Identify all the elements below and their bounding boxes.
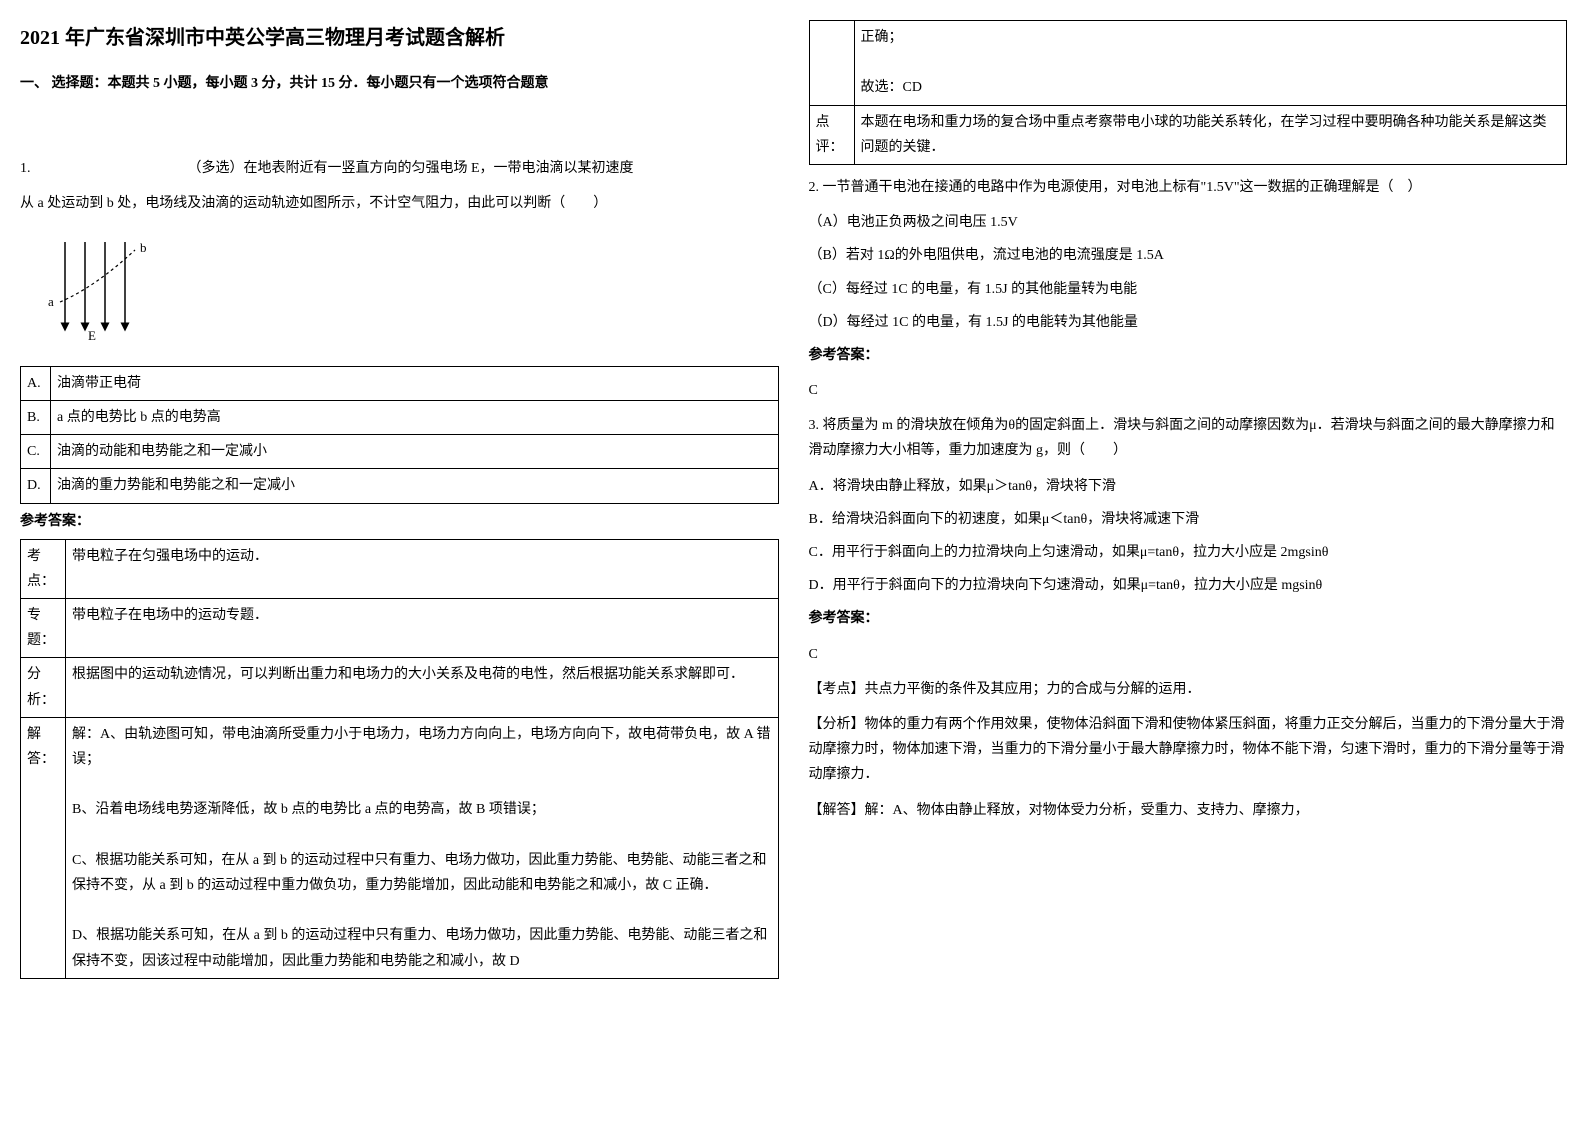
analysis-text: 本题在电场和重力场的复合场中重点考察带电小球的功能关系转化，在学习过程中要明确各…: [854, 105, 1567, 164]
q3-intro: 3. 将质量为 m 的滑块放在倾角为θ的固定斜面上．滑块与斜面之间的动摩擦因数为…: [809, 413, 1568, 463]
analysis-label: 解答：: [21, 717, 66, 978]
q3-option-b: B．给滑块沿斜面向下的初速度，如果μ＜tanθ，滑块将减速下滑: [809, 507, 1568, 532]
option-label: D.: [21, 469, 51, 503]
diagram-label-b: b: [140, 240, 147, 255]
table-row: A. 油滴带正电荷: [21, 366, 779, 400]
option-text: 油滴的动能和电势能之和一定减小: [51, 435, 779, 469]
q3-option-c: C．用平行于斜面向上的力拉滑块向上匀速滑动，如果μ=tanθ，拉力大小应是 2m…: [809, 540, 1568, 565]
analysis-text: 带电粒子在匀强电场中的运动．: [66, 539, 779, 598]
q3-exam-point: 【考点】共点力平衡的条件及其应用；力的合成与分解的运用．: [809, 677, 1568, 702]
option-label: A.: [21, 366, 51, 400]
q1-options-table: A. 油滴带正电荷 B. a 点的电势比 b 点的电势高 C. 油滴的动能和电势…: [20, 366, 779, 504]
q2-answer: C: [809, 378, 1568, 403]
q3-analysis: 【分析】物体的重力有两个作用效果，使物体沿斜面下滑和使物体紧压斜面，将重力正交分…: [809, 712, 1568, 788]
q3-option-a: A．将滑块由静止释放，如果μ＞tanθ，滑块将下滑: [809, 474, 1568, 499]
diagram-label-a: a: [48, 294, 54, 309]
table-row: 考点： 带电粒子在匀强电场中的运动．: [21, 539, 779, 598]
analysis-label: 点评：: [809, 105, 854, 164]
table-row: C. 油滴的动能和电势能之和一定减小: [21, 435, 779, 469]
answer-label: 参考答案：: [809, 343, 1568, 368]
option-label: C.: [21, 435, 51, 469]
analysis-label: [809, 21, 854, 106]
document-title: 2021 年广东省深圳市中英公学高三物理月考试题含解析: [20, 20, 779, 56]
table-row: D. 油滴的重力势能和电势能之和一定减小: [21, 469, 779, 503]
q2-intro: 2. 一节普通干电池在接通的电路中作为电源使用，对电池上标有"1.5V"这一数据…: [809, 175, 1568, 200]
answer-label: 参考答案：: [809, 606, 1568, 631]
analysis-label: 考点：: [21, 539, 66, 598]
option-label: B.: [21, 400, 51, 434]
q3-option-d: D．用平行于斜面向下的力拉滑块向下匀速滑动，如果μ=tanθ，拉力大小应是 mg…: [809, 573, 1568, 598]
q1-analysis-table: 考点： 带电粒子在匀强电场中的运动． 专题： 带电粒子在电场中的运动专题． 分析…: [20, 539, 779, 979]
option-text: 油滴带正电荷: [51, 366, 779, 400]
q1-tag: （多选）在地表附近有一竖直方向的匀强电场 E，一带电油滴以某初速度: [188, 161, 634, 176]
table-row: B. a 点的电势比 b 点的电势高: [21, 400, 779, 434]
q1-number: 1.: [20, 161, 31, 176]
q2-option-d: （D）每经过 1C 的电量，有 1.5J 的电能转为其他能量: [809, 310, 1568, 335]
analysis-text: 根据图中的运动轨迹情况，可以判断出重力和电场力的大小关系及电荷的电性，然后根据功…: [66, 658, 779, 717]
table-row: 专题： 带电粒子在电场中的运动专题．: [21, 599, 779, 658]
q1-intro: 1. （多选）在地表附近有一竖直方向的匀强电场 E，一带电油滴以某初速度: [20, 156, 779, 181]
q1-cont: 从 a 处运动到 b 处，电场线及油滴的运动轨迹如图所示，不计空气阻力，由此可以…: [20, 191, 779, 216]
right-column: 正确； 故选：CD 点评： 本题在电场和重力场的复合场中重点考察带电小球的功能关…: [809, 20, 1568, 984]
table-row: 分析： 根据图中的运动轨迹情况，可以判断出重力和电场力的大小关系及电荷的电性，然…: [21, 658, 779, 717]
analysis-label: 分析：: [21, 658, 66, 717]
analysis-text: 解：A、由轨迹图可知，带电油滴所受重力小于电场力，电场力方向向上，电场方向向下，…: [66, 717, 779, 978]
q2-option-a: （A）电池正负两极之间电压 1.5V: [809, 210, 1568, 235]
left-column: 2021 年广东省深圳市中英公学高三物理月考试题含解析 一、 选择题：本题共 5…: [20, 20, 779, 984]
q3-solution: 【解答】解：A、物体由静止释放，对物体受力分析，受重力、支持力、摩擦力，: [809, 798, 1568, 823]
table-row: 解答： 解：A、由轨迹图可知，带电油滴所受重力小于电场力，电场力方向向上，电场方…: [21, 717, 779, 978]
option-text: a 点的电势比 b 点的电势高: [51, 400, 779, 434]
analysis-text: 正确； 故选：CD: [854, 21, 1567, 106]
table-row: 点评： 本题在电场和重力场的复合场中重点考察带电小球的功能关系转化，在学习过程中…: [809, 105, 1567, 164]
q2-option-c: （C）每经过 1C 的电量，有 1.5J 的其他能量转为电能: [809, 277, 1568, 302]
q1-analysis-continued: 正确； 故选：CD 点评： 本题在电场和重力场的复合场中重点考察带电小球的功能关…: [809, 20, 1568, 165]
section-header: 一、 选择题：本题共 5 小题，每小题 3 分，共计 15 分．每小题只有一个选…: [20, 71, 779, 96]
table-row: 正确； 故选：CD: [809, 21, 1567, 106]
analysis-label: 专题：: [21, 599, 66, 658]
q1-diagram: a b E: [40, 232, 160, 342]
answer-label: 参考答案：: [20, 509, 779, 534]
q2-option-b: （B）若对 1Ω的外电阻供电，流过电池的电流强度是 1.5A: [809, 243, 1568, 268]
option-text: 油滴的重力势能和电势能之和一定减小: [51, 469, 779, 503]
q3-answer: C: [809, 642, 1568, 667]
diagram-label-e: E: [88, 328, 96, 342]
analysis-text: 带电粒子在电场中的运动专题．: [66, 599, 779, 658]
